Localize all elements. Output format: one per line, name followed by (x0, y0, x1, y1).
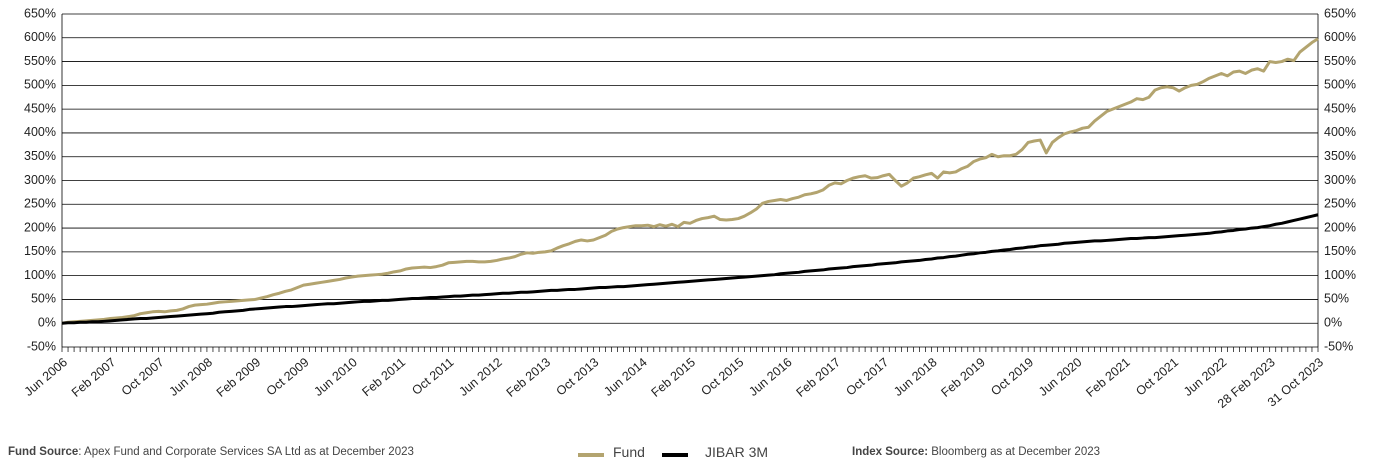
y-tick-label: 300% (24, 173, 56, 187)
x-tick-label: Feb 2019 (938, 355, 987, 400)
index-source: Index Source: Bloomberg as at December 2… (852, 446, 1100, 458)
y-tick-label: 150% (24, 244, 56, 258)
y-tick-label: 100% (24, 268, 56, 282)
y2-tick-label: 200% (1324, 220, 1356, 234)
x-tick-label: Jun 2016 (746, 355, 794, 399)
y2-tick-label: 400% (1324, 125, 1356, 139)
y-tick-label: 350% (24, 149, 56, 163)
x-tick-label: Oct 2011 (409, 355, 456, 398)
y-tick-label: 650% (24, 6, 56, 20)
index-source-label: Index Source: (852, 446, 929, 458)
x-tick-label: Oct 2013 (554, 355, 602, 398)
x-tick-label: Jun 2018 (891, 355, 939, 399)
y2-tick-label: 600% (1324, 30, 1356, 44)
x-tick-label: Jun 2012 (456, 355, 504, 399)
y2-tick-label: 250% (1324, 197, 1356, 211)
legend-label: JIBAR 3M (705, 444, 769, 460)
y2-tick-label: 550% (1324, 54, 1356, 68)
x-tick-label: Feb 2017 (794, 355, 843, 400)
x-tick-label: Oct 2021 (1133, 355, 1181, 398)
x-tick-label: Oct 2017 (843, 355, 891, 398)
y-tick-label: 550% (24, 54, 56, 68)
x-tick-label: Oct 2015 (698, 355, 746, 398)
legend-swatch (578, 453, 604, 457)
x-tick-label: Feb 2015 (649, 355, 698, 400)
x-tick-label: Jun 2014 (601, 355, 649, 399)
y2-tick-label: 350% (1324, 149, 1356, 163)
x-tick-label: Feb 2013 (504, 355, 553, 400)
legend-label: Fund (613, 444, 645, 460)
y-tick-label: 450% (24, 101, 56, 115)
y-tick-label: -50% (27, 339, 56, 353)
y-tick-label: 200% (24, 220, 56, 234)
x-tick-label: Feb 2021 (1083, 355, 1132, 400)
series-line (61, 213, 1319, 325)
x-tick-label: Feb 2007 (69, 355, 118, 400)
y2-tick-label: 0% (1324, 316, 1342, 330)
y2-tick-label: 150% (1324, 244, 1356, 258)
x-tick-label: Jun 2008 (167, 355, 215, 399)
series-line (61, 37, 1319, 325)
x-tick-label: Feb 2009 (214, 355, 263, 400)
x-tick-label: Oct 2019 (988, 355, 1036, 398)
legend-swatch (662, 453, 688, 457)
y-tick-label: 50% (31, 292, 56, 306)
y-tick-label: 0% (38, 316, 56, 330)
x-tick-label: Jun 2006 (22, 355, 70, 399)
y-tick-label: 400% (24, 125, 56, 139)
fund-source-text: : Apex Fund and Corporate Services SA Lt… (78, 446, 414, 458)
y2-tick-label: 450% (1324, 101, 1356, 115)
x-tick-label: Oct 2009 (264, 355, 312, 398)
fund-source-label: Fund Source (8, 446, 79, 458)
y2-tick-label: 500% (1324, 78, 1356, 92)
index-source-text: Bloomberg as at December 2023 (928, 446, 1101, 458)
y-tick-label: 500% (24, 78, 56, 92)
y-tick-label: 250% (24, 197, 56, 211)
y2-tick-label: 300% (1324, 173, 1356, 187)
x-tick-label: Oct 2007 (119, 355, 167, 398)
x-tick-label: Jun 2010 (311, 355, 359, 399)
y2-tick-label: 50% (1324, 292, 1349, 306)
fund-source: Fund Source: Apex Fund and Corporate Ser… (8, 446, 414, 458)
x-tick-label: Feb 2011 (359, 355, 408, 399)
x-tick-label: Jun 2020 (1036, 355, 1084, 399)
y2-tick-label: -50% (1324, 339, 1353, 353)
x-tick-label: Jun 2022 (1181, 355, 1229, 399)
chart: -50% 0% 50% 100% 150% 200% 250% 300% 350% 400% 450… (22, 6, 1356, 411)
y-tick-label: 600% (24, 30, 56, 44)
y2-tick-label: 100% (1324, 268, 1356, 282)
y2-tick-label: 650% (1324, 6, 1356, 20)
